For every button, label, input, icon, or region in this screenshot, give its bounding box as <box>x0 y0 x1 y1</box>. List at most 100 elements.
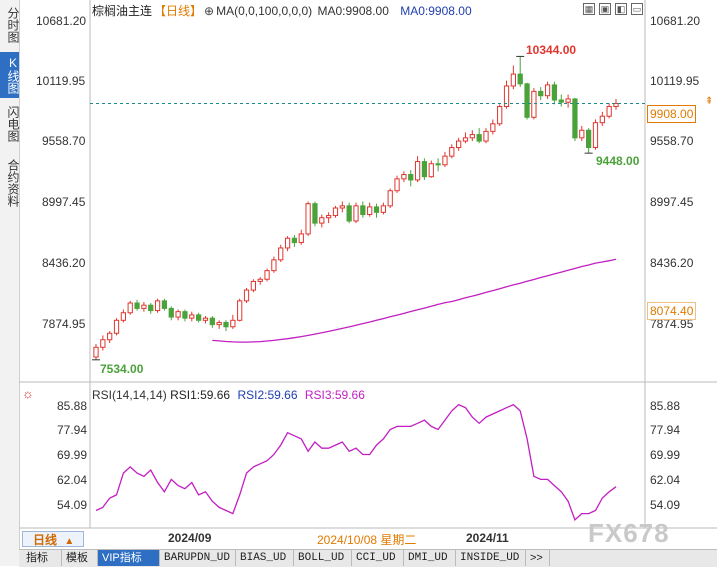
candle-body <box>346 205 352 222</box>
candle-body <box>517 73 523 85</box>
price-label-right: 9558.70 <box>650 134 694 148</box>
price-label-left: 9558.70 <box>42 134 86 148</box>
more-tabs-icon[interactable]: >> <box>526 550 550 566</box>
rsi-header: RSI(14,14,14) RSI1:59.66 RSI2:59.66 RSI3… <box>92 388 365 402</box>
candle-body <box>312 203 318 224</box>
period-label[interactable]: 【日线】 <box>154 4 203 18</box>
candle-body <box>524 83 530 118</box>
grid-icon[interactable]: ▦ <box>583 3 595 15</box>
collapse-icon[interactable]: ◧ <box>615 3 627 15</box>
candle-body <box>250 280 256 291</box>
tab-vip-indicators[interactable]: VIP指标 <box>98 550 160 566</box>
candle-body <box>414 161 421 181</box>
candle-body <box>586 129 592 149</box>
tab-kline[interactable]: K线图 <box>0 52 20 98</box>
candle-body <box>161 300 168 309</box>
tab-bias[interactable]: BIAS_UD <box>236 550 294 566</box>
tab-templates[interactable]: 模板 <box>62 550 98 566</box>
candle-body <box>148 304 154 312</box>
rsi-label-left: 54.09 <box>57 498 88 512</box>
candle-body <box>134 302 140 309</box>
rsi-label-right: 69.99 <box>650 448 681 462</box>
price-label-left: 10119.95 <box>36 74 86 88</box>
rsi-settings-icon[interactable]: ☼ <box>22 386 34 401</box>
candle-body <box>168 307 174 318</box>
candle-body <box>196 314 202 321</box>
candle-body <box>456 140 462 149</box>
price-label-right: 10119.95 <box>650 74 700 88</box>
high-annotation: 10344.00 <box>526 43 577 57</box>
candle-body <box>510 73 516 87</box>
candle-body <box>257 278 263 282</box>
rsi3-value: RSI3:59.66 <box>304 388 365 402</box>
rsi-label-left: 85.88 <box>57 399 88 413</box>
window-icon[interactable]: ▭ <box>631 3 643 15</box>
candle-body <box>141 304 147 309</box>
price-label-left: 7874.95 <box>42 317 86 331</box>
candle-body <box>531 90 537 118</box>
tab-indicators[interactable]: 指标 <box>22 550 62 566</box>
candle-body <box>551 84 558 101</box>
candle-body <box>264 270 270 280</box>
price-label-right: 8997.45 <box>650 195 694 209</box>
instrument-title: 棕榈油主连 <box>92 4 153 18</box>
caret-up-icon: ▲ <box>64 536 75 547</box>
candle-body <box>353 205 359 222</box>
candle-body <box>243 289 250 302</box>
candle-body <box>428 163 434 178</box>
candle-body <box>497 106 503 125</box>
rsi-label-left: 62.04 <box>57 473 88 487</box>
candle-body <box>469 134 475 139</box>
candle-body <box>223 321 229 328</box>
candle-body <box>558 99 564 103</box>
candle-body <box>305 203 311 235</box>
candle-body <box>373 206 380 213</box>
rsi-line <box>95 403 617 522</box>
tab-timeshare[interactable]: 分时图 <box>6 7 20 43</box>
candle-body <box>435 163 441 166</box>
candle-body <box>367 206 373 215</box>
candle-body <box>421 161 428 178</box>
date-label: 2024/09 <box>168 531 212 545</box>
candle-body <box>189 314 195 319</box>
rsi-label-right: 62.04 <box>650 473 681 487</box>
rsi-label-right: 77.94 <box>650 423 681 437</box>
candle-body <box>113 319 120 334</box>
tab-flash[interactable]: 闪电图 <box>6 106 20 142</box>
layout-icon[interactable]: ▣ <box>599 3 611 15</box>
tab-inside[interactable]: INSIDE_UD <box>456 550 526 566</box>
tab-barupdn[interactable]: BARUPDN_UD <box>160 550 236 566</box>
ma0-value: MA0:9908.00 <box>317 4 389 18</box>
price-label-right: 8436.20 <box>650 256 694 270</box>
candle-body <box>216 321 222 326</box>
candle-body <box>271 259 277 272</box>
chart-header: 棕榈油主连 【日线】 ⊕ MA(0,0,100,0,0,0) MA0:9908.00 … <box>92 2 474 19</box>
price-label-left: 10681.20 <box>36 14 87 28</box>
ma-line <box>212 258 617 343</box>
watermark: FX678 <box>588 518 670 548</box>
period-button[interactable]: 日线 ▲ <box>22 531 84 547</box>
candle-body <box>175 311 181 318</box>
candle-body <box>462 137 469 142</box>
price-label-right: 10681.20 <box>650 14 701 28</box>
candle-body <box>538 90 544 97</box>
candle-body <box>449 147 455 157</box>
tab-dmi[interactable]: DMI_UD <box>404 550 456 566</box>
candle-body <box>483 130 489 142</box>
price-label-left: 8436.20 <box>42 256 86 270</box>
ma-params[interactable]: MA(0,0,100,0,0,0) <box>216 4 313 18</box>
last-price-tag: 9908.00 <box>647 105 697 123</box>
ma0-value-colored: MA0:9908.00 <box>400 4 472 18</box>
gear-icon[interactable]: ⊕ <box>204 4 215 18</box>
side-tab-bar: 分时图 K线图 闪电图 合约资料 <box>0 0 20 566</box>
candle-body <box>237 300 243 321</box>
candle-body <box>202 317 209 321</box>
candle-body <box>93 346 99 358</box>
candle-body <box>339 205 345 209</box>
tab-boll[interactable]: BOLL_UD <box>294 550 352 566</box>
rsi1-value: RSI1:59.66 <box>170 388 231 402</box>
tab-contract-info[interactable]: 合约资料 <box>6 159 20 207</box>
tab-cci[interactable]: CCI_UD <box>352 550 404 566</box>
candle-body <box>503 85 510 108</box>
